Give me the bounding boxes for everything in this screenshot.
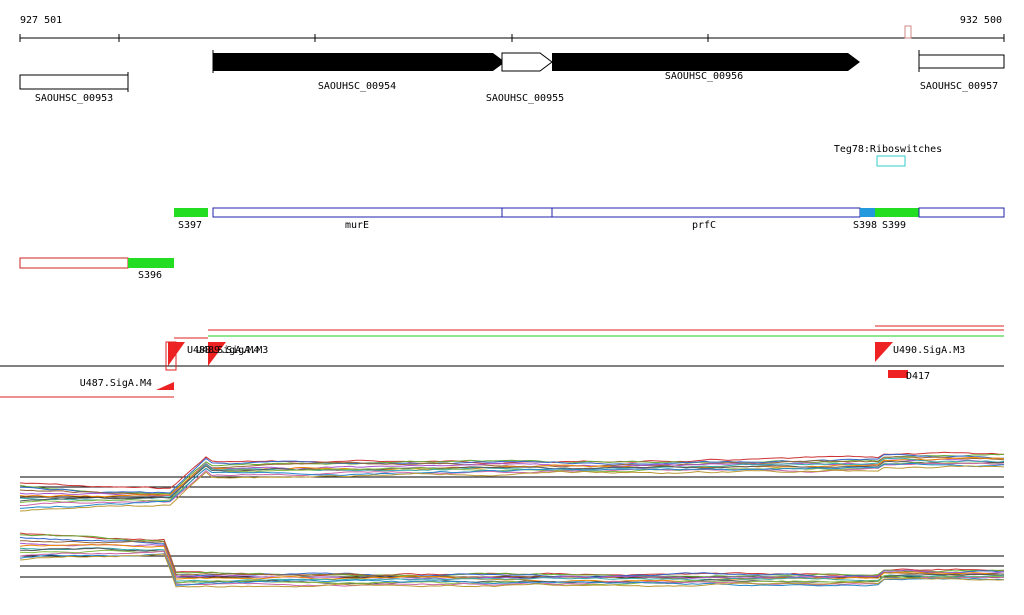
promoter-label: U489.SigA.M3: [196, 345, 268, 356]
ruler: 927 501 932 500: [19, 15, 1005, 42]
expression-line: [19, 462, 1005, 504]
expression-line: [19, 453, 1005, 494]
promoter-label: D417: [906, 371, 930, 382]
riboswitch-label: Teg78:Riboswitches: [834, 144, 942, 155]
segment-label: murE: [345, 220, 369, 231]
segment-label: S397: [178, 220, 202, 231]
expression-line: [19, 542, 1005, 580]
expression-tracks: [19, 451, 1005, 588]
expression-line: [19, 553, 1005, 588]
genes: SAOUHSC_00953 SAOUHSC_00954 SAOUHSC_0095…: [19, 50, 1005, 104]
segment-label: prfC: [692, 220, 716, 231]
riboswitch: Teg78:Riboswitches: [834, 144, 942, 167]
segment-label: S399: [882, 220, 906, 231]
promoter-label: U490.SigA.M3: [893, 345, 965, 356]
expression-line: [19, 462, 1005, 509]
promoter-label: U488.SigA.M4: [187, 345, 259, 356]
expression-line: [19, 460, 1005, 502]
gene-label: SAOUHSC_00955: [486, 93, 564, 104]
promoter-label: U487.SigA.M4: [80, 378, 152, 389]
gene-label: SAOUHSC_00956: [665, 71, 743, 82]
segment-label: S396: [138, 270, 162, 281]
expression-line: [19, 456, 1005, 498]
expression-line: [19, 465, 1005, 512]
expression-line: [20, 549, 1005, 586]
gene-label: SAOUHSC_00954: [318, 81, 396, 92]
gene-label: SAOUHSC_00953: [35, 93, 113, 104]
expression-line: [19, 553, 1005, 587]
promoters: U487.SigA.M4 U488.SigA.M4 U489.SigA.M3 U…: [0, 325, 1004, 398]
expression-line: [19, 550, 1005, 587]
expression-line: [19, 462, 1004, 506]
segments: S397 murE prfC S398 S399 S396: [19, 207, 1005, 281]
start-label: 927 501: [20, 15, 62, 26]
expression-line: [19, 536, 1005, 578]
expression-line: [19, 547, 1005, 583]
gene-label: SAOUHSC_00957: [920, 81, 998, 92]
end-label: 932 500: [960, 15, 1002, 26]
segment-label: S398: [853, 220, 877, 231]
expression-line: [19, 543, 1005, 583]
expression-line: [19, 534, 1005, 578]
expression-line: [19, 451, 1005, 490]
